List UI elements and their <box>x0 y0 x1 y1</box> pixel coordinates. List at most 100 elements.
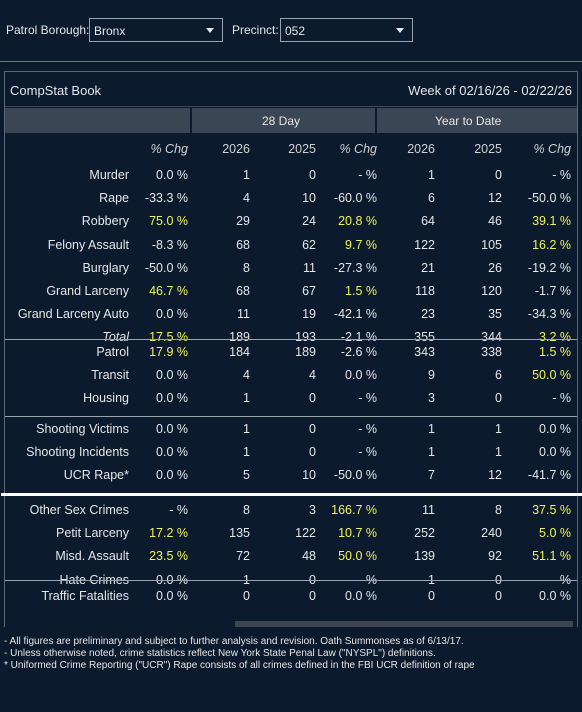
table-cell: -60.0 % <box>333 191 377 206</box>
section-divider <box>1 493 582 496</box>
table-row: Robbery 75.0 % 29 24 20.8 % 64 46 39.1 % <box>5 210 577 233</box>
table-cell: 3.2 % <box>539 330 571 345</box>
row-label: Burglary <box>82 260 129 275</box>
table-cell: -50.0 % <box>527 191 571 206</box>
table-cell: 166.7 % <box>331 503 377 517</box>
table-cell: 1 <box>243 573 250 587</box>
row-label: Transit <box>91 368 129 383</box>
footnotes: - All figures are preliminary and subjec… <box>4 636 578 672</box>
table-cell: 16.2 % <box>532 237 571 252</box>
table-cell: 62 <box>302 237 316 252</box>
column-header: 2025 <box>288 142 316 156</box>
table-cell: 64 <box>421 214 435 229</box>
table-cell: 0 <box>309 391 316 406</box>
table-cell: 338 <box>481 345 502 359</box>
table-cell: 189 <box>295 345 316 359</box>
table-cell: 0 <box>495 589 502 603</box>
table-cell: 0.0 % <box>156 589 188 603</box>
table-cell: 0 <box>495 391 502 406</box>
week-range: Week of 02/16/26 - 02/22/26 <box>408 83 572 98</box>
table-cell: 3 <box>428 391 435 406</box>
footnote: * Uniformed Crime Reporting ("UCR") Rape… <box>4 660 475 671</box>
table-row: Housing 0.0 % 1 0 - % 3 0 - % <box>5 387 577 410</box>
precinct-select[interactable]: 052 <box>280 18 413 42</box>
table-cell: -33.3 % <box>144 191 188 206</box>
table-cell: 51.1 % <box>532 549 571 564</box>
table-cell: 6 <box>428 191 435 206</box>
table-cell: 0 <box>309 422 316 436</box>
table-cell: -50.0 % <box>333 468 377 483</box>
compstat-panel: CompStat Book Week of 02/16/26 - 02/22/2… <box>1 71 582 627</box>
table-cell: 0.0 % <box>539 445 571 460</box>
table-cell: 0 <box>243 589 250 603</box>
patrol-borough-value: Bronx <box>94 24 126 38</box>
table-row: Rape -33.3 % 4 10 -60.0 % 6 12 -50.0 % <box>5 187 577 210</box>
scrollbar-thumb[interactable] <box>235 621 573 627</box>
table-cell: 0.0 % <box>345 368 377 383</box>
table-cell: 11 <box>237 307 250 322</box>
table-cell: 1 <box>243 445 250 460</box>
precinct-value: 052 <box>285 24 306 38</box>
table-cell: 0 <box>495 168 502 182</box>
table-cell: 120 <box>481 284 502 298</box>
table-cell: 35 <box>488 307 502 322</box>
table-row: Traffic Fatalities 0.0 % 0 0 0.0 % 0 0 0.0 % <box>5 585 577 608</box>
column-header: 2025 <box>474 142 502 156</box>
column-header: % Chg <box>533 142 571 156</box>
table-cell: - % <box>358 572 377 587</box>
table-cell: 3 <box>309 503 316 517</box>
row-label: Murder <box>89 168 129 182</box>
table-cell: 50.0 % <box>338 549 377 564</box>
table-cell: 48 <box>302 549 316 564</box>
table-cell: 0 <box>309 168 316 182</box>
row-label: Misd. Assault <box>55 549 129 564</box>
table-row: Shooting Incidents 0.0 % 1 0 - % 1 1 0.0 % <box>5 441 577 464</box>
table-cell: 1 <box>243 422 250 436</box>
table-cell: 17.9 % <box>149 345 188 359</box>
table-cell: -27.3 % <box>333 260 377 275</box>
table-cell: 24 <box>302 214 316 229</box>
row-label: Patrol <box>96 345 129 359</box>
table-cell: 10 <box>302 468 316 483</box>
row-label: Petit Larceny <box>56 526 129 541</box>
table-cell: 68 <box>236 237 250 252</box>
table-cell: 7 <box>428 468 435 483</box>
table-cell: 0.0 % <box>156 422 188 436</box>
table-cell: 1.5 % <box>539 345 571 359</box>
patrol-borough-select[interactable]: Bronx <box>89 18 223 42</box>
table-cell: 105 <box>481 237 502 252</box>
table-cell: 17.2 % <box>149 526 188 541</box>
table-cell: 189 <box>229 330 250 345</box>
table-cell: 68 <box>236 284 250 298</box>
table-cell: 1 <box>428 422 435 436</box>
table-row: Total 17.5 % 189 193 -2.1 % 355 344 3.2 % <box>5 326 577 349</box>
table-cell: - % <box>358 445 377 460</box>
table-cell: 5.0 % <box>539 526 571 541</box>
table-row: Shooting Victims 0.0 % 1 0 - % 1 1 0.0 % <box>5 418 577 441</box>
table-cell: 23.5 % <box>149 549 188 564</box>
table-cell: 0.0 % <box>539 422 571 436</box>
table-cell: - % <box>552 572 571 587</box>
row-label: Traffic Fatalities <box>41 589 129 603</box>
table-cell: 50.0 % <box>532 368 571 383</box>
table-cell: 46 <box>488 214 502 229</box>
table-cell: 355 <box>414 330 435 345</box>
table-cell: 8 <box>243 260 250 275</box>
column-header: 2026 <box>407 142 435 156</box>
table-cell: 0.0 % <box>156 168 188 182</box>
table-cell: 19 <box>302 307 316 322</box>
panel-header: CompStat Book Week of 02/16/26 - 02/22/2… <box>5 72 577 107</box>
table-cell: 0 <box>428 589 435 603</box>
table-cell: 252 <box>414 526 435 541</box>
table-cell: - % <box>552 168 571 182</box>
table-cell: 67 <box>302 284 316 298</box>
table-cell: 46.7 % <box>149 284 188 298</box>
table-cell: 344 <box>481 330 502 345</box>
column-header: % Chg <box>150 142 188 156</box>
patrol-borough-label: Patrol Borough: <box>6 23 90 37</box>
table-cell: -19.2 % <box>527 260 571 275</box>
row-label: Other Sex Crimes <box>29 503 129 517</box>
table-cell: - % <box>358 168 377 182</box>
table-row: Grand Larceny 46.7 % 68 67 1.5 % 118 120 -1.7 % <box>5 280 577 303</box>
table-cell: 39.1 % <box>532 214 571 229</box>
